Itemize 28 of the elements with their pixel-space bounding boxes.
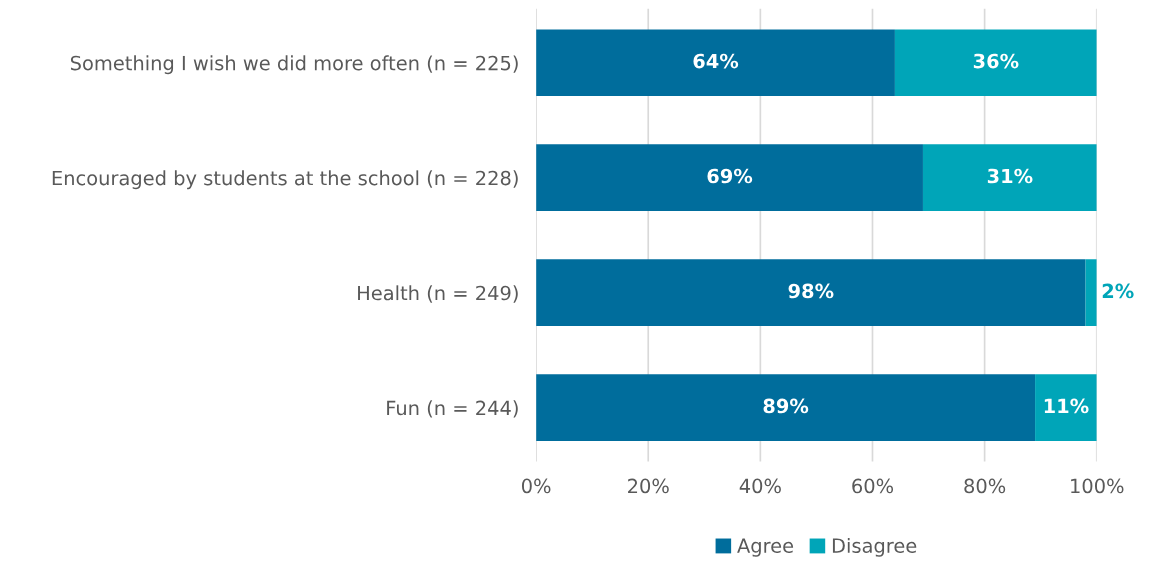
data-label: 11% [1044,398,1089,414]
bar [536,29,895,97]
data-label: 2% [1102,283,1134,299]
bar [536,374,1036,441]
data-label: 64% [693,53,739,69]
y-tick-label: Health (n = 249) [358,285,518,303]
x-tick-label: 80% [964,478,1006,494]
bar [536,259,1086,327]
data-label: 31% [987,168,1033,184]
bar [922,144,1097,212]
y-tick-label: Encouraged by students at the school (n = 228) [52,170,518,190]
bar [894,29,1097,97]
x-tick-label: 0% [521,478,551,494]
bar [1085,259,1097,327]
data-label: 98% [788,283,834,299]
data-label: 36% [973,53,1019,69]
bar [1035,374,1097,441]
legend-label: Agree [737,538,794,557]
legend-label: Disagree [832,537,917,557]
bar [536,144,923,212]
data-label: 89% [763,398,809,414]
x-tick-label: 100% [1071,478,1124,494]
x-tick-label: 40% [739,478,781,494]
x-tick-label: 20% [628,478,669,494]
data-label: 69% [707,168,753,184]
x-tick-label: 60% [852,478,894,494]
y-tick-label: Something I wish we did more often (n = 225) [70,55,518,75]
y-tick-label: Fun (n = 244) [387,400,518,418]
